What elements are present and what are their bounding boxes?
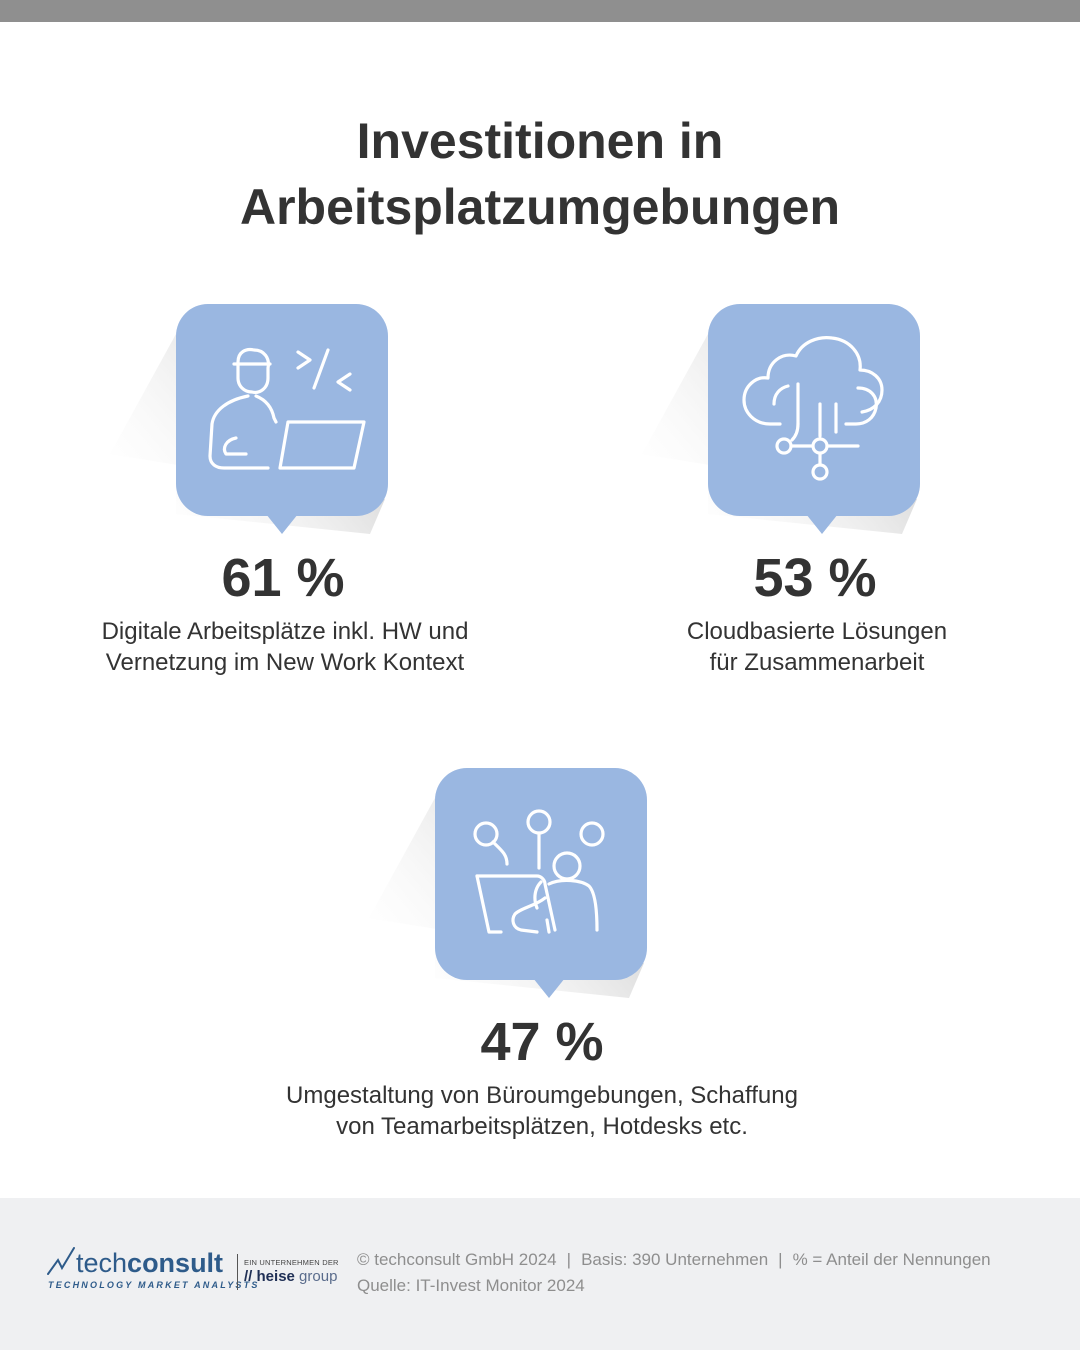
stat-card-digital-workplaces bbox=[110, 304, 400, 544]
heise-group-logo: // heise group bbox=[244, 1268, 337, 1285]
heise-group-word: group bbox=[299, 1268, 338, 1285]
page-title: Investitionen in Arbeitsplatzumgebungen bbox=[0, 108, 1080, 240]
stat-card-cloud-collaboration bbox=[642, 304, 932, 544]
label-line-2: von Teamarbeitsplätzen, Hotdesks etc. bbox=[336, 1113, 748, 1140]
label-line-1: Digitale Arbeitsplätze inkl. HW und bbox=[101, 618, 469, 645]
heise-slash-icon: // bbox=[244, 1268, 253, 1285]
title-line-1: Investitionen in bbox=[356, 113, 724, 169]
label-line-1: Umgestaltung von Büroumgebungen, Schaffu… bbox=[286, 1082, 798, 1109]
separator: | bbox=[778, 1250, 783, 1269]
icon-bubble bbox=[176, 304, 388, 516]
logo-tagline: TECHNOLOGY MARKET ANALYSTS bbox=[48, 1280, 260, 1290]
logo-divider bbox=[237, 1254, 238, 1290]
techconsult-logo: techconsult bbox=[76, 1248, 223, 1278]
percent-note-text: % = Anteil der Nennungen bbox=[792, 1250, 991, 1269]
stat-label-office-redesign: Umgestaltung von Büroumgebungen, Schaffu… bbox=[192, 1080, 892, 1142]
label-line-2: für Zusammenarbeit bbox=[709, 649, 925, 676]
stat-value-office-redesign: 47 % bbox=[480, 1012, 604, 1072]
separator: | bbox=[566, 1250, 572, 1269]
cloud-network-icon bbox=[742, 336, 884, 481]
label-line-2: Vernetzung im New Work Kontext bbox=[105, 649, 465, 676]
bubble-tail bbox=[806, 514, 838, 534]
stat-card-office-redesign bbox=[369, 768, 659, 1008]
logo-part-tech: tech bbox=[76, 1248, 128, 1278]
icon-bubble bbox=[435, 768, 647, 980]
source-text: Quelle: IT-Invest Monitor 2024 bbox=[357, 1276, 585, 1295]
stat-value-digital-workplaces: 61 % bbox=[221, 548, 345, 608]
label-line-1: Cloudbasierte Lösungen bbox=[686, 618, 948, 645]
top-bar bbox=[0, 0, 1080, 22]
logo-part-consult: consult bbox=[127, 1248, 224, 1278]
heise-name: heise bbox=[256, 1268, 295, 1285]
team-workspace-icon bbox=[473, 809, 605, 934]
bubble-tail bbox=[533, 978, 565, 998]
copyright-text: © techconsult GmbH 2024 bbox=[357, 1250, 557, 1269]
stat-value-cloud-collaboration: 53 % bbox=[753, 548, 877, 608]
developer-laptop-icon bbox=[208, 347, 366, 470]
stat-label-digital-workplaces: Digitale Arbeitsplätze inkl. HW und Vern… bbox=[40, 616, 530, 678]
stat-label-cloud-collaboration: Cloudbasierte Lösungen für Zusammenarbei… bbox=[572, 616, 1062, 678]
footer-meta-line: © techconsult GmbH 2024 | Basis: 390 Unter… bbox=[357, 1250, 991, 1270]
heise-prefix: EIN UNTERNEHMEN DER bbox=[244, 1258, 339, 1267]
title-line-2: Arbeitsplatzumgebungen bbox=[239, 179, 841, 235]
basis-text: Basis: 390 Unternehmen bbox=[581, 1250, 769, 1269]
footer: techconsult TECHNOLOGY MARKET ANALYSTS E… bbox=[0, 1198, 1080, 1350]
bubble-tail bbox=[266, 514, 298, 534]
techconsult-logo-mark-icon bbox=[47, 1247, 75, 1275]
